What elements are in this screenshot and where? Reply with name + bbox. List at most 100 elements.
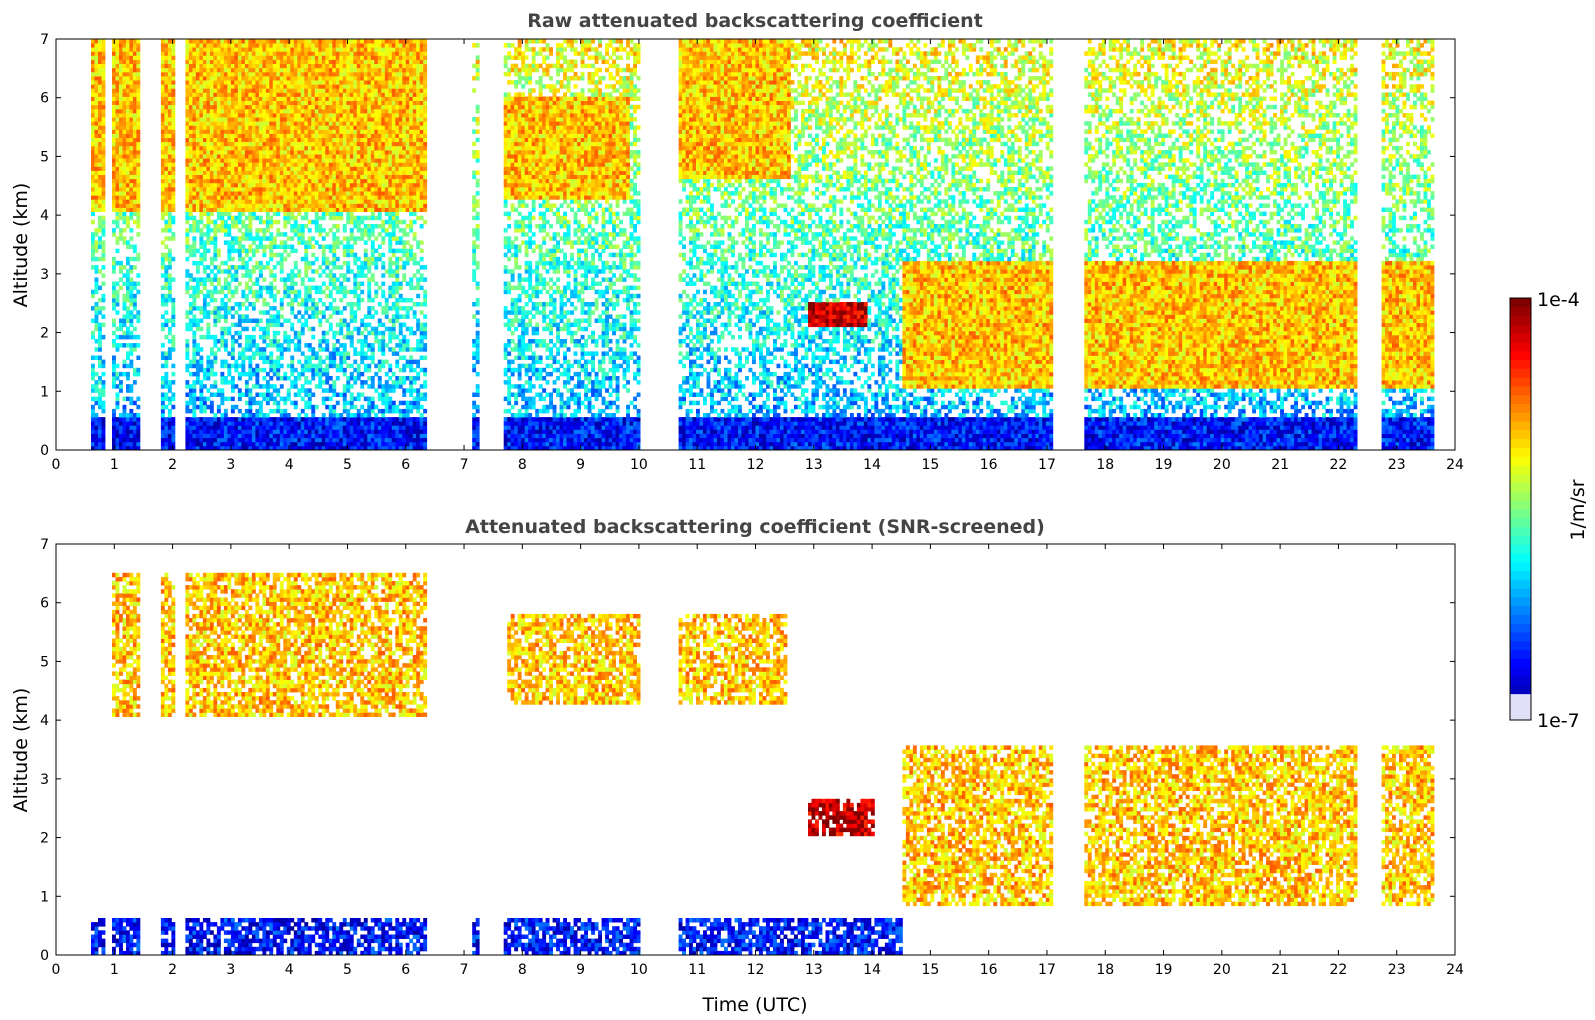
- heatmap-cell: [95, 286, 99, 291]
- heatmap-cell: [98, 84, 102, 89]
- heatmap-cell: [95, 60, 99, 65]
- heatmap-cell: [119, 277, 123, 282]
- heatmap-cell: [129, 175, 133, 180]
- heatmap-cell: [91, 372, 95, 377]
- heatmap-cell: [91, 84, 95, 89]
- heatmap-cell: [91, 319, 95, 324]
- heatmap-cell: [133, 286, 137, 291]
- heatmap-cell: [136, 397, 140, 402]
- heatmap-cell: [189, 228, 193, 233]
- heatmap-cell: [189, 187, 193, 192]
- heatmap-cell: [136, 121, 140, 126]
- heatmap-cell: [168, 129, 172, 134]
- heatmap-cell: [168, 228, 172, 233]
- heatmap-cell: [171, 138, 175, 143]
- heatmap-cell: [171, 421, 175, 426]
- heatmap-cell: [185, 220, 189, 225]
- heatmap-cell: [119, 319, 123, 324]
- heatmap-cell: [112, 343, 116, 348]
- heatmap-cell: [171, 232, 175, 237]
- heatmap-cell: [168, 257, 172, 262]
- heatmap-cell: [126, 364, 130, 369]
- heatmap-cell: [102, 273, 106, 278]
- heatmap-cell: [98, 220, 102, 225]
- heatmap-cell: [102, 191, 106, 196]
- heatmap-cell: [185, 166, 189, 171]
- heatmap-cell: [164, 84, 168, 89]
- heatmap-cell: [185, 146, 189, 151]
- heatmap-cell: [185, 343, 189, 348]
- heatmap-cell: [133, 203, 137, 208]
- heatmap-cell: [126, 154, 130, 159]
- heatmap-cell: [164, 125, 168, 130]
- heatmap-cell: [189, 146, 193, 151]
- heatmap-cell: [116, 417, 120, 422]
- heatmap-cell: [168, 438, 172, 443]
- heatmap-cell: [95, 109, 99, 114]
- heatmap-cell: [98, 442, 102, 447]
- heatmap-cell: [171, 319, 175, 324]
- heatmap-cell: [133, 425, 137, 430]
- heatmap-cell: [119, 323, 123, 328]
- heatmap-cell: [161, 261, 165, 266]
- heatmap-cell: [185, 269, 189, 274]
- heatmap-cell: [91, 438, 95, 443]
- heatmap-cell: [102, 421, 106, 426]
- heatmap-cell: [116, 72, 120, 77]
- heatmap-cell: [119, 236, 123, 241]
- heatmap-cell: [168, 224, 172, 229]
- heatmap-cell: [171, 199, 175, 204]
- heatmap-cell: [185, 314, 189, 319]
- heatmap-cell: [126, 134, 130, 139]
- heatmap-cell: [136, 405, 140, 410]
- heatmap-cell: [133, 380, 137, 385]
- heatmap-cell: [126, 68, 130, 73]
- heatmap-cell: [95, 76, 99, 81]
- heatmap-cell: [91, 364, 95, 369]
- heatmap-cell: [164, 134, 168, 139]
- heatmap-cell: [123, 80, 127, 85]
- heatmap-cell: [133, 220, 137, 225]
- heatmap-cell: [136, 51, 140, 56]
- heatmap-cell: [189, 55, 193, 60]
- heatmap-cell: [129, 331, 133, 336]
- heatmap-cell: [112, 356, 116, 361]
- heatmap-cell: [164, 212, 168, 217]
- heatmap-cell: [126, 335, 130, 340]
- heatmap-cell: [171, 166, 175, 171]
- heatmap-cell: [112, 60, 116, 65]
- heatmap-cell: [168, 380, 172, 385]
- heatmap-cell: [168, 55, 172, 60]
- heatmap-cell: [91, 388, 95, 393]
- heatmap-cell: [161, 39, 165, 44]
- heatmap-cell: [168, 158, 172, 163]
- heatmap-cell: [126, 171, 130, 176]
- heatmap-cell: [91, 253, 95, 258]
- heatmap-cell: [98, 401, 102, 406]
- heatmap-cell: [95, 179, 99, 184]
- heatmap-cell: [95, 438, 99, 443]
- heatmap-cell: [185, 351, 189, 356]
- heatmap-cell: [119, 101, 123, 106]
- heatmap-cell: [129, 80, 133, 85]
- heatmap-cell: [185, 273, 189, 278]
- heatmap-cell: [168, 68, 172, 73]
- heatmap-cell: [126, 257, 130, 262]
- heatmap-cell: [119, 113, 123, 118]
- heatmap-cell: [91, 368, 95, 373]
- heatmap-cell: [185, 257, 189, 262]
- heatmap-cell: [123, 282, 127, 287]
- heatmap-cell: [116, 294, 120, 299]
- heatmap-cell: [98, 175, 102, 180]
- heatmap-cell: [123, 228, 127, 233]
- heatmap-cell: [126, 384, 130, 389]
- heatmap-cell: [168, 138, 172, 143]
- heatmap-cell: [98, 331, 102, 336]
- heatmap-cell: [133, 76, 137, 81]
- heatmap-cell: [112, 125, 116, 130]
- heatmap-cell: [133, 434, 137, 439]
- heatmap-cell: [116, 335, 120, 340]
- heatmap-cell: [119, 199, 123, 204]
- heatmap-cell: [91, 245, 95, 250]
- heatmap-cell: [185, 154, 189, 159]
